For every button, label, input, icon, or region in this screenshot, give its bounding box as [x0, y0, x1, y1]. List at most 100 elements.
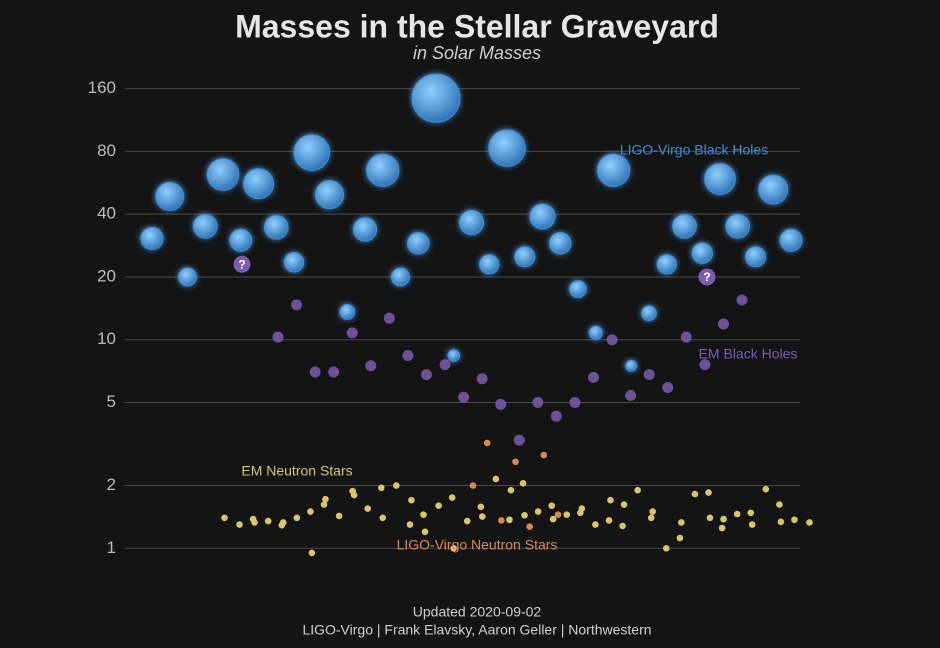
data-point — [408, 496, 415, 504]
data-point — [745, 246, 766, 268]
data-point — [680, 331, 692, 343]
series-label: EM Neutron Stars — [241, 463, 352, 479]
data-point — [391, 267, 410, 287]
data-point — [747, 509, 755, 517]
data-point — [718, 524, 726, 532]
data-point — [192, 213, 218, 239]
data-point — [495, 398, 507, 410]
data-point — [439, 359, 451, 371]
data-point — [619, 522, 626, 530]
data-point — [352, 217, 378, 242]
data-point — [569, 397, 581, 409]
data-point — [447, 349, 461, 362]
data-point — [720, 515, 727, 523]
data-point — [349, 487, 356, 495]
data-point — [264, 517, 272, 525]
data-point — [346, 327, 358, 339]
data-point — [291, 299, 303, 311]
chart-title: Masses in the Stellar Graveyard — [235, 8, 719, 44]
data-point — [672, 213, 697, 239]
data-point — [791, 516, 798, 524]
data-point — [420, 511, 427, 518]
data-point — [435, 502, 442, 510]
data-point — [777, 518, 785, 526]
data-point — [320, 501, 328, 508]
y-tick-label: 10 — [97, 329, 116, 348]
data-point — [463, 517, 471, 525]
data-point — [236, 521, 243, 528]
unknown-point — [233, 255, 251, 273]
data-point — [155, 181, 185, 211]
data-point — [691, 490, 699, 498]
data-point — [678, 519, 685, 526]
data-point — [293, 514, 301, 522]
y-tick-label: 160 — [88, 78, 116, 97]
data-point — [308, 549, 316, 557]
data-point — [758, 174, 789, 205]
data-point — [605, 517, 613, 524]
data-point — [393, 482, 400, 489]
data-point — [577, 509, 584, 517]
data-point — [550, 410, 562, 422]
data-point — [596, 153, 631, 187]
data-point — [328, 366, 340, 378]
data-point — [634, 486, 641, 494]
data-point — [469, 482, 477, 489]
data-point — [278, 521, 286, 529]
data-point — [263, 215, 289, 240]
data-point — [540, 451, 548, 459]
data-point — [506, 516, 513, 524]
data-point — [643, 369, 655, 381]
data-point — [779, 228, 803, 252]
data-point — [717, 318, 729, 330]
data-point — [588, 371, 600, 383]
data-point — [588, 325, 603, 340]
data-point — [406, 232, 430, 255]
data-point — [806, 519, 813, 526]
data-point — [421, 528, 429, 536]
data-point — [532, 397, 544, 409]
data-point — [514, 246, 536, 268]
data-point — [776, 501, 783, 508]
data-point — [379, 514, 387, 522]
data-point — [676, 534, 684, 542]
data-point — [383, 312, 395, 324]
data-point — [498, 517, 505, 524]
data-point — [548, 232, 572, 255]
data-point — [307, 508, 314, 515]
data-point — [411, 73, 461, 123]
data-point — [140, 226, 164, 251]
data-point — [656, 254, 677, 275]
data-point — [649, 508, 656, 515]
data-point — [221, 514, 228, 522]
data-point — [625, 359, 638, 372]
data-point — [592, 521, 599, 528]
data-point — [519, 479, 527, 487]
data-point — [548, 502, 556, 510]
data-point — [662, 544, 670, 552]
data-point — [620, 501, 628, 508]
data-point — [507, 486, 515, 494]
data-point — [402, 350, 414, 362]
data-point — [476, 373, 488, 385]
data-point — [488, 129, 526, 167]
plot-area: 1 2 5 10 20 40 80 160 LIGO-Virgo Black Holes EM B… — [88, 73, 813, 557]
data-point — [492, 475, 500, 483]
data-point — [554, 511, 562, 518]
data-point — [283, 252, 305, 273]
y-tick-label: 40 — [97, 204, 116, 223]
data-point — [420, 369, 432, 381]
y-tick-label: 2 — [107, 475, 116, 494]
data-point — [706, 514, 714, 522]
footer-line: Updated 2020-09-02 — [413, 604, 542, 620]
data-point — [364, 505, 372, 512]
data-point — [534, 508, 542, 515]
data-point — [272, 331, 284, 343]
y-tick-label: 5 — [107, 392, 116, 411]
y-tick-label: 20 — [97, 266, 116, 285]
series-label: LIGO-Virgo Black Holes — [620, 142, 768, 158]
data-point — [339, 304, 356, 320]
data-point — [607, 496, 614, 504]
